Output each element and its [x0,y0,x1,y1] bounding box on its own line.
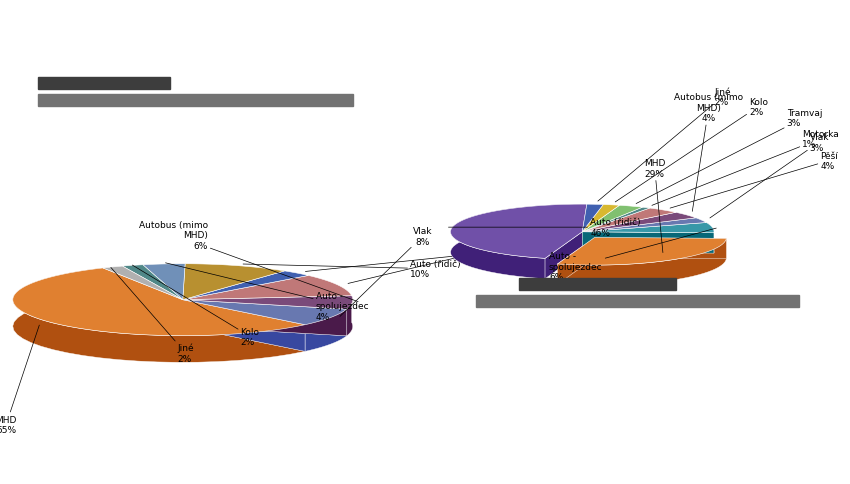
Polygon shape [582,205,603,232]
Text: Jiné
2%: Jiné 2% [598,87,731,202]
Polygon shape [582,232,714,254]
Text: Kolo
2%: Kolo 2% [615,98,768,202]
Text: Autobus (mimo
MHD)
6%: Autobus (mimo MHD) 6% [139,220,358,302]
Polygon shape [582,205,620,232]
Polygon shape [305,309,347,352]
Text: Tramvaj
3%: Tramvaj 3% [636,108,822,204]
Polygon shape [450,205,586,259]
Text: Vlak
8%: Vlak 8% [340,227,433,317]
Polygon shape [183,300,305,352]
Bar [38,77,170,90]
Text: Pěší
10%: Pěší 10% [348,236,518,284]
Polygon shape [582,223,714,233]
Polygon shape [183,300,347,336]
Bar [476,295,799,307]
Polygon shape [183,300,347,336]
Text: Auto -
spolujezdec
6%: Auto - spolujezdec 6% [549,228,717,282]
Polygon shape [582,209,676,232]
Text: MHD
55%: MHD 55% [0,325,39,434]
Polygon shape [183,272,309,300]
Polygon shape [13,269,305,336]
Polygon shape [143,264,185,300]
Polygon shape [595,238,727,259]
Polygon shape [183,264,285,300]
Text: MHD
29%: MHD 29% [644,159,666,253]
Text: Motorka
1%: Motorka 1% [652,130,839,206]
Polygon shape [13,269,305,363]
Polygon shape [183,276,352,300]
Polygon shape [545,232,582,279]
Polygon shape [103,267,183,300]
Polygon shape [450,205,586,279]
Polygon shape [183,300,347,325]
Polygon shape [183,296,353,309]
Polygon shape [582,213,696,232]
Polygon shape [582,206,643,232]
Bar [38,94,353,106]
Polygon shape [183,300,305,352]
Text: Vlak
3%: Vlak 3% [710,133,829,218]
Text: Kolo
2%: Kolo 2% [133,266,259,347]
Polygon shape [347,296,353,336]
Bar [518,278,676,290]
Polygon shape [582,208,649,232]
Text: Auto (řidič)
10%: Auto (řidič) 10% [243,259,461,279]
Polygon shape [558,239,727,286]
Text: Auto (řidič)
46%: Auto (řidič) 46% [449,218,641,237]
Polygon shape [582,218,706,232]
Polygon shape [706,223,714,254]
Text: Pěší
4%: Pěší 4% [670,151,838,209]
Text: Motorka
3%: Motorka 3% [305,243,509,272]
Text: Jiné
2%: Jiné 2% [110,268,194,363]
Text: Autobus (mimo
MHD)
4%: Autobus (mimo MHD) 4% [674,93,744,212]
Polygon shape [558,238,595,285]
Polygon shape [558,238,727,266]
Polygon shape [122,265,183,300]
Text: Auto -
spolujezdec
4%: Auto - spolujezdec 4% [166,263,370,321]
